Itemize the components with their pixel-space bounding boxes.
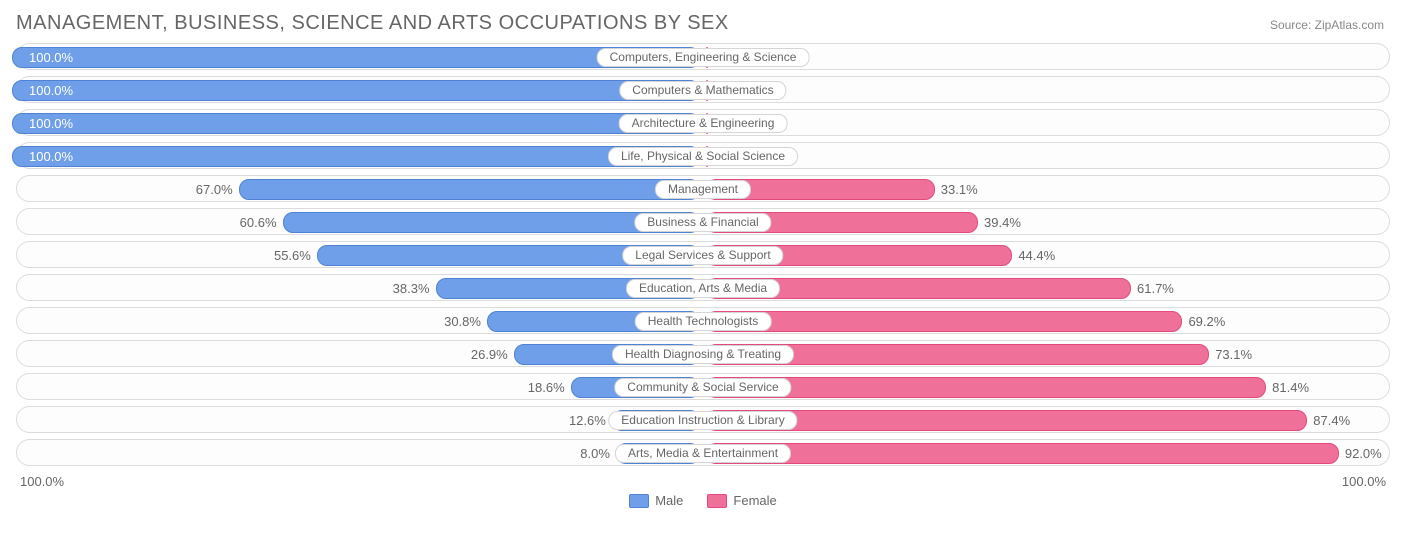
male-value: 12.6% [569,407,606,434]
male-bar [12,113,700,134]
category-label: Arts, Media & Entertainment [615,444,791,463]
female-value: 81.4% [1272,374,1309,401]
male-value: 30.8% [444,308,481,335]
female-value: 44.4% [1018,242,1055,269]
source-prefix: Source: [1270,18,1315,32]
chart-title: MANAGEMENT, BUSINESS, SCIENCE AND ARTS O… [16,12,1390,35]
category-label: Health Diagnosing & Treating [612,345,794,364]
chart-source: Source: ZipAtlas.com [1270,18,1384,32]
chart-rows: 100.0%0.0%Computers, Engineering & Scien… [16,43,1390,466]
table-row: 55.6% 44.4% Legal Services & Support [16,241,1390,268]
male-value: 8.0% [580,440,610,467]
male-value: 55.6% [274,242,311,269]
male-value: 26.9% [471,341,508,368]
table-row: 60.6% 39.4% Business & Financial [16,208,1390,235]
table-row: 12.6% 87.4% Education Instruction & Librar… [16,406,1390,433]
legend-male-label: Male [655,493,683,508]
category-label: Management [655,180,751,199]
category-label: Business & Financial [634,213,771,232]
male-value: 38.3% [393,275,430,302]
female-value: 69.2% [1188,308,1225,335]
male-swatch-icon [629,494,649,508]
category-label: Health Technologists [635,312,772,331]
category-label: Computers & Mathematics [619,81,786,100]
female-bar [706,443,1339,464]
category-label: Education Instruction & Library [608,411,797,430]
source-name: ZipAtlas.com [1315,18,1384,32]
category-label: Legal Services & Support [622,246,783,265]
female-value: 61.7% [1137,275,1174,302]
category-label: Computers, Engineering & Science [597,48,810,67]
legend-female: Female [707,493,776,508]
table-row: 8.0% 92.0% Arts, Media & Entertainment [16,439,1390,466]
male-bar [12,80,700,101]
axis-right: 100.0% [1342,474,1386,489]
male-value: 100.0% [29,44,73,71]
axis-left: 100.0% [20,474,64,489]
axis-labels: 100.0% 100.0% [16,474,1390,489]
category-label: Architecture & Engineering [619,114,788,133]
table-row: 26.9% 73.1% Health Diagnosing & Treating [16,340,1390,367]
table-row: 38.3% 61.7% Education, Arts & Media [16,274,1390,301]
female-value: 87.4% [1313,407,1350,434]
table-row: 100.0%0.0%Computers, Engineering & Scien… [16,43,1390,70]
occupations-by-sex-chart: MANAGEMENT, BUSINESS, SCIENCE AND ARTS O… [0,0,1406,559]
male-bar [239,179,701,200]
male-value: 67.0% [196,176,233,203]
female-swatch-icon [707,494,727,508]
male-bar [12,146,700,167]
category-label: Education, Arts & Media [626,279,780,298]
table-row: 67.0% 33.1% Management [16,175,1390,202]
male-value: 60.6% [240,209,277,236]
male-value: 100.0% [29,143,73,170]
female-bar [706,311,1183,332]
female-value: 33.1% [941,176,978,203]
category-label: Community & Social Service [614,378,791,397]
female-value: 92.0% [1345,440,1382,467]
table-row: 30.8% 69.2% Health Technologists [16,307,1390,334]
legend-male: Male [629,493,683,508]
table-row: 100.0%0.0%Life, Physical & Social Scienc… [16,142,1390,169]
table-row: 100.0%0.0%Architecture & Engineering [16,109,1390,136]
female-value: 39.4% [984,209,1021,236]
legend: Male Female [16,493,1390,508]
male-value: 18.6% [528,374,565,401]
category-label: Life, Physical & Social Science [608,147,798,166]
legend-female-label: Female [733,493,776,508]
female-value: 73.1% [1215,341,1252,368]
male-value: 100.0% [29,77,73,104]
table-row: 100.0%0.0%Computers & Mathematics [16,76,1390,103]
table-row: 18.6% 81.4% Community & Social Service [16,373,1390,400]
male-value: 100.0% [29,110,73,137]
